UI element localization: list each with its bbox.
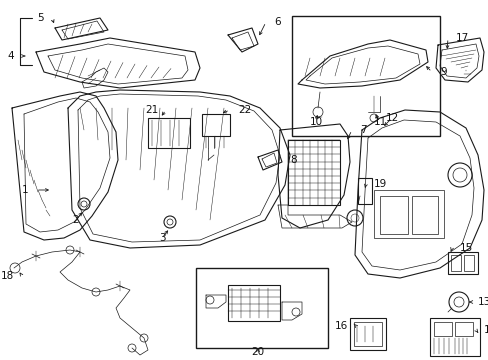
- Bar: [411, 196, 437, 234]
- Text: 10: 10: [309, 117, 322, 127]
- Text: 8: 8: [289, 155, 296, 165]
- Text: 17: 17: [455, 33, 468, 43]
- Bar: [357, 178, 371, 204]
- Text: 7: 7: [359, 125, 366, 135]
- Text: 20: 20: [251, 347, 264, 357]
- Text: 3: 3: [159, 233, 165, 243]
- Text: 2: 2: [73, 215, 79, 225]
- Bar: [450, 255, 460, 271]
- Bar: [463, 255, 473, 271]
- Text: 6: 6: [273, 17, 280, 27]
- Bar: [429, 318, 479, 356]
- Text: 4: 4: [7, 51, 14, 61]
- Bar: [379, 196, 407, 234]
- Text: 13: 13: [477, 297, 488, 307]
- Text: 1: 1: [21, 185, 28, 195]
- Bar: [291, 16, 439, 136]
- Bar: [353, 322, 381, 346]
- Bar: [287, 140, 339, 205]
- Bar: [227, 285, 280, 321]
- Bar: [349, 318, 385, 350]
- Text: 18: 18: [1, 271, 14, 281]
- Bar: [373, 190, 443, 238]
- Bar: [447, 252, 477, 274]
- Text: 5: 5: [37, 13, 44, 23]
- Text: 19: 19: [373, 179, 386, 189]
- Text: 11: 11: [373, 117, 386, 127]
- Text: 14: 14: [483, 325, 488, 335]
- Bar: [202, 114, 229, 136]
- Text: 12: 12: [385, 113, 398, 123]
- Bar: [433, 322, 451, 336]
- Bar: [196, 268, 327, 348]
- Bar: [148, 118, 190, 148]
- Text: 15: 15: [459, 243, 472, 253]
- Text: 9: 9: [439, 67, 446, 77]
- Bar: [454, 322, 472, 336]
- Text: 21: 21: [144, 105, 158, 115]
- Text: 16: 16: [334, 321, 347, 331]
- Text: 22: 22: [238, 105, 251, 115]
